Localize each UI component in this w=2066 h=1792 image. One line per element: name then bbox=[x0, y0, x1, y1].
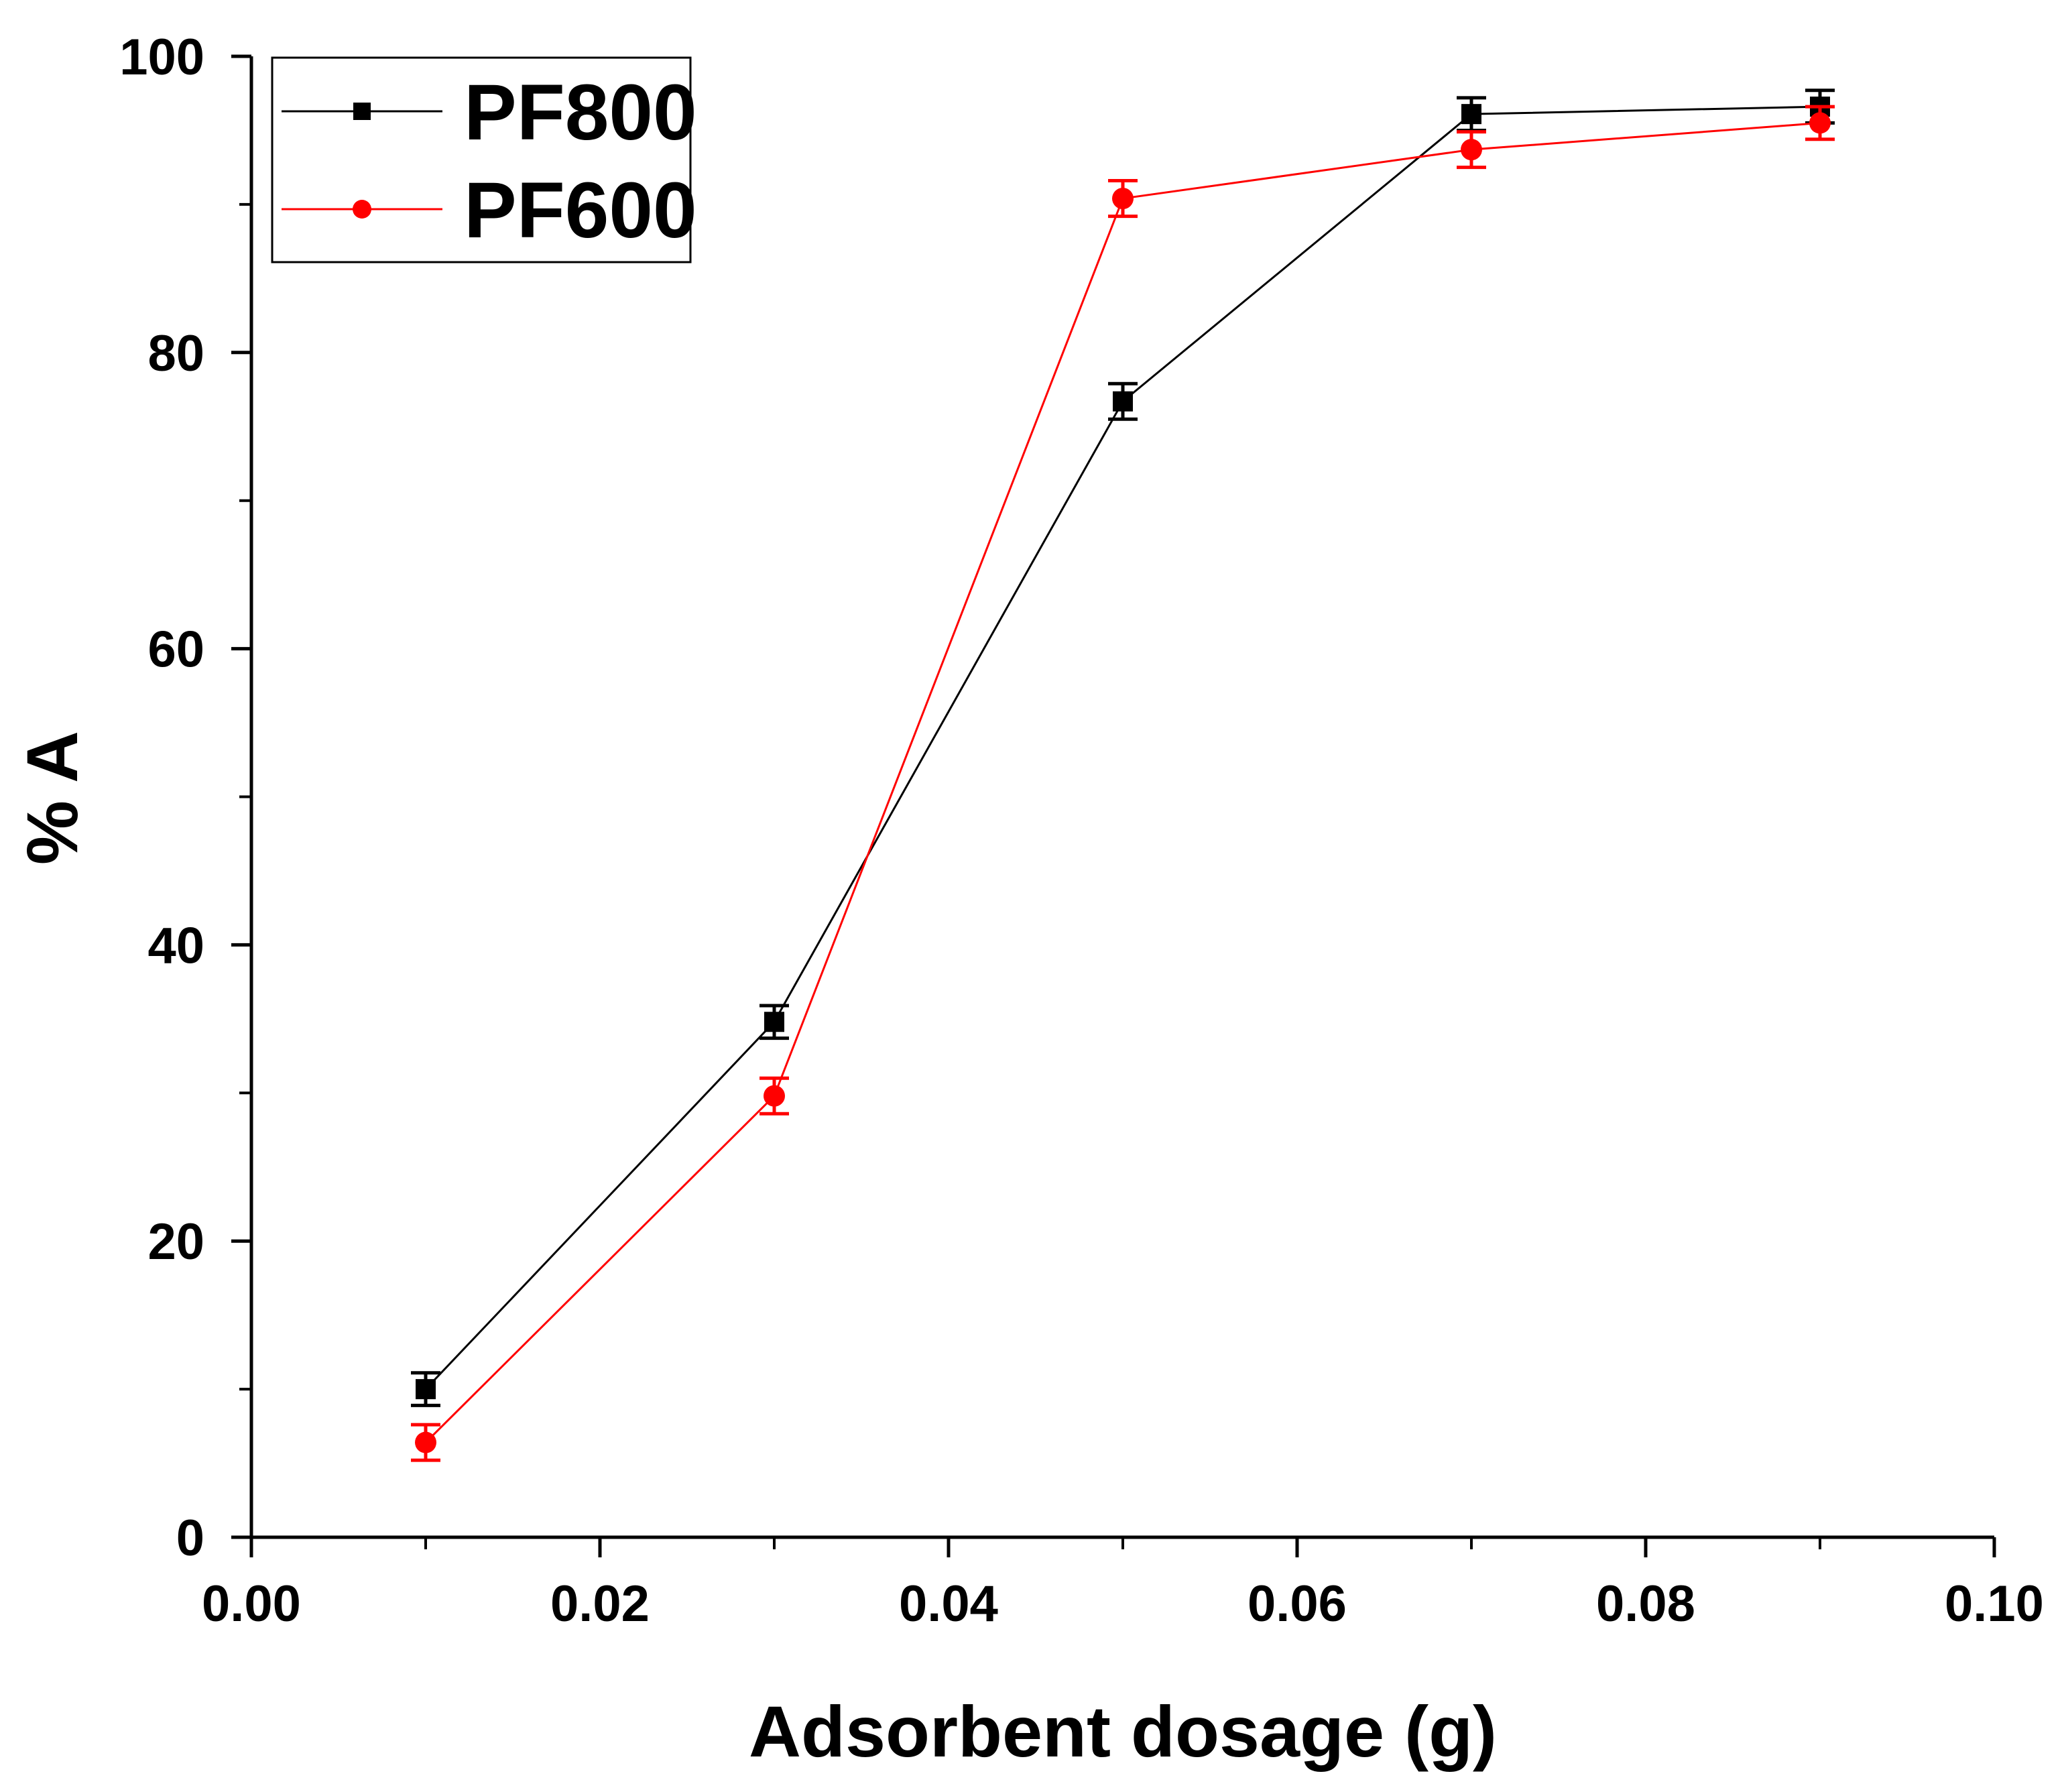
x-axis-ticks: 0.00 0.02 0.04 0.06 0.08 0.10 bbox=[202, 1537, 2044, 1632]
data-point-pf800 bbox=[1461, 104, 1481, 124]
legend-label-pf800: PF800 bbox=[464, 68, 697, 157]
legend-marker-pf600 bbox=[353, 200, 371, 219]
x-tick-label: 0.02 bbox=[550, 1575, 650, 1632]
series-pf800 bbox=[411, 91, 1835, 1406]
legend-marker-pf800 bbox=[353, 103, 371, 120]
y-tick-label: 100 bbox=[119, 29, 204, 86]
series-pf600 bbox=[411, 107, 1835, 1460]
series-line-pf800 bbox=[426, 107, 1820, 1389]
x-tick-label: 0.08 bbox=[1596, 1575, 1695, 1632]
plot-area: 0.00 0.02 0.04 0.06 0.08 0.10 0 20 40 60 80 100 bbox=[119, 29, 2044, 1632]
data-point-pf800 bbox=[416, 1379, 436, 1399]
x-tick-label: 0.06 bbox=[1248, 1575, 1347, 1632]
x-tick-label: 0.10 bbox=[1945, 1575, 2044, 1632]
legend: PF800 PF600 bbox=[272, 58, 697, 262]
y-axis-title: % A bbox=[11, 731, 93, 865]
y-tick-label: 40 bbox=[147, 917, 204, 974]
y-axis-ticks: 0 20 40 60 80 100 bbox=[119, 29, 251, 1567]
y-tick-label: 20 bbox=[147, 1213, 204, 1270]
x-tick-label: 0.00 bbox=[202, 1575, 301, 1632]
x-tick-label: 0.04 bbox=[899, 1575, 998, 1632]
x-axis-title: Adsorbent dosage (g) bbox=[749, 1691, 1497, 1772]
series-line-pf600 bbox=[426, 123, 1820, 1442]
data-point-pf800 bbox=[764, 1012, 784, 1032]
data-point-pf600 bbox=[415, 1432, 436, 1453]
legend-label-pf600: PF600 bbox=[464, 166, 697, 255]
y-tick-label: 60 bbox=[147, 621, 204, 678]
data-point-pf600 bbox=[1809, 112, 1831, 133]
data-point-pf800 bbox=[1113, 392, 1133, 412]
series-layer bbox=[411, 91, 1835, 1460]
data-point-pf600 bbox=[1461, 139, 1482, 160]
data-point-pf600 bbox=[1112, 188, 1134, 209]
y-tick-label: 0 bbox=[176, 1510, 204, 1567]
chart: 0.00 0.02 0.04 0.06 0.08 0.10 0 20 40 60 80 100 Ad… bbox=[0, 0, 2066, 1792]
y-tick-label: 80 bbox=[147, 325, 204, 382]
data-point-pf600 bbox=[764, 1085, 785, 1107]
